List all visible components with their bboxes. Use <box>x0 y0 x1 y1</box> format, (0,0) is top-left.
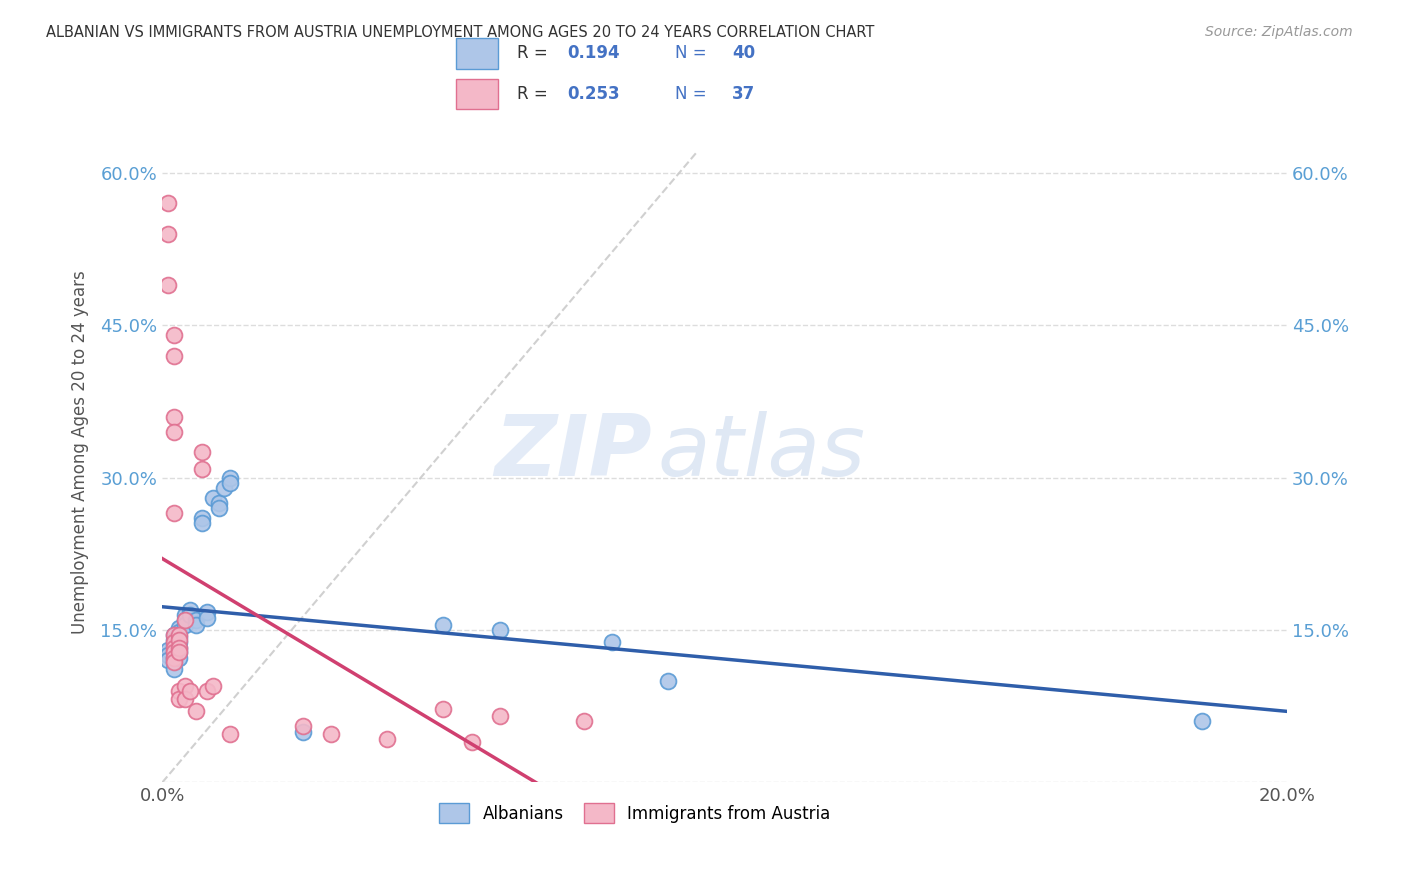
Point <box>162 633 184 648</box>
FancyBboxPatch shape <box>456 78 498 109</box>
Point <box>167 645 190 659</box>
Point <box>162 656 184 670</box>
Point <box>162 638 184 652</box>
Text: 0.194: 0.194 <box>567 45 620 62</box>
Point <box>162 662 184 676</box>
Point <box>162 425 184 439</box>
Y-axis label: Unemployment Among Ages 20 to 24 years: Unemployment Among Ages 20 to 24 years <box>72 270 89 634</box>
Point <box>162 645 184 659</box>
Point <box>207 496 229 510</box>
Point <box>156 643 179 657</box>
Point <box>291 724 314 739</box>
Point <box>173 613 195 627</box>
Text: atlas: atlas <box>657 410 865 493</box>
Point <box>201 491 224 505</box>
Text: N =: N = <box>675 85 711 103</box>
Point <box>162 506 184 520</box>
Text: 0.253: 0.253 <box>567 85 620 103</box>
Point <box>167 635 190 649</box>
Point <box>488 623 510 637</box>
Point <box>179 607 201 622</box>
Point <box>184 613 207 627</box>
Point <box>156 227 179 241</box>
Point <box>179 602 201 616</box>
Point <box>167 641 190 656</box>
Text: Source: ZipAtlas.com: Source: ZipAtlas.com <box>1205 25 1353 39</box>
Point <box>156 653 179 667</box>
Point <box>173 618 195 632</box>
Point <box>460 735 482 749</box>
Point <box>167 621 190 635</box>
Point <box>218 475 240 490</box>
Point <box>432 618 454 632</box>
Point <box>162 409 184 424</box>
Point <box>173 692 195 706</box>
FancyBboxPatch shape <box>456 38 498 69</box>
Point <box>190 462 212 476</box>
Point <box>162 641 184 656</box>
Point <box>167 625 190 640</box>
Text: N =: N = <box>675 45 711 62</box>
Point <box>212 481 235 495</box>
Text: R =: R = <box>517 85 553 103</box>
Point <box>657 673 679 688</box>
Point <box>162 628 184 642</box>
Point <box>291 719 314 733</box>
Point <box>162 349 184 363</box>
Text: ZIP: ZIP <box>494 410 651 493</box>
Point <box>207 501 229 516</box>
Point <box>190 511 212 525</box>
Point <box>167 633 190 648</box>
Text: 37: 37 <box>731 85 755 103</box>
Text: 40: 40 <box>731 45 755 62</box>
Point <box>375 731 398 746</box>
Point <box>167 630 190 644</box>
Point <box>173 607 195 622</box>
Point <box>195 611 218 625</box>
Point <box>173 613 195 627</box>
Point <box>488 709 510 723</box>
Point <box>319 726 342 740</box>
Point <box>167 684 190 698</box>
Point <box>195 605 218 619</box>
Text: R =: R = <box>517 45 553 62</box>
Point <box>173 679 195 693</box>
Point <box>162 651 184 665</box>
Point <box>156 196 179 211</box>
Point <box>195 684 218 698</box>
Point <box>432 702 454 716</box>
Point <box>156 277 179 292</box>
Text: ALBANIAN VS IMMIGRANTS FROM AUSTRIA UNEMPLOYMENT AMONG AGES 20 TO 24 YEARS CORRE: ALBANIAN VS IMMIGRANTS FROM AUSTRIA UNEM… <box>46 25 875 40</box>
Point <box>167 645 190 659</box>
Legend: Albanians, Immigrants from Austria: Albanians, Immigrants from Austria <box>433 797 837 830</box>
Point <box>190 516 212 531</box>
Point <box>162 645 184 659</box>
Point <box>190 445 212 459</box>
Point <box>184 704 207 718</box>
Point <box>167 641 190 656</box>
Point <box>201 679 224 693</box>
Point <box>218 470 240 484</box>
Point <box>162 328 184 343</box>
Point <box>162 656 184 670</box>
Point <box>162 651 184 665</box>
Point <box>218 726 240 740</box>
Point <box>167 651 190 665</box>
Point <box>162 628 184 642</box>
Point <box>600 635 623 649</box>
Point <box>156 648 179 663</box>
Point <box>184 618 207 632</box>
Point <box>179 684 201 698</box>
Point <box>1191 714 1213 729</box>
Point <box>162 635 184 649</box>
Point <box>167 692 190 706</box>
Point <box>167 628 190 642</box>
Point <box>572 714 595 729</box>
